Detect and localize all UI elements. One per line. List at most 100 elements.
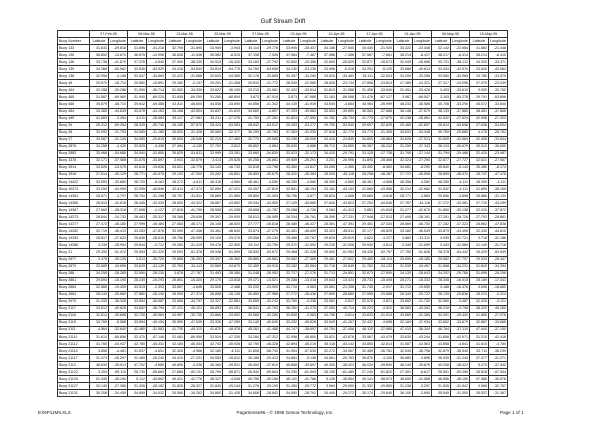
longitude-cell: -33.290 xyxy=(450,100,470,109)
latitude-cell: 27.245 xyxy=(355,368,375,377)
latitude-cell: 31.451 xyxy=(393,86,413,95)
longitude-cell: -3.297 xyxy=(412,382,432,391)
latitude-cell: 33.808 xyxy=(279,311,299,320)
latitude-cell: 26.799 xyxy=(203,368,223,377)
latitude-cell: 41.870 xyxy=(203,325,223,335)
longitude-cell: -3.121 xyxy=(488,297,508,306)
longitude-cell: -28.954 xyxy=(108,241,128,250)
latitude-cell: 33.798 xyxy=(317,311,337,320)
latitude-cell: 28.756 xyxy=(165,234,185,243)
latitude-cell: 26.195 xyxy=(317,368,337,377)
table-row: Buoy 14366 28.513 -42.618 28.445 -43.339 28.6… xyxy=(57,199,508,208)
latitude-cell: 27.162 xyxy=(431,220,451,229)
longitude-cell: -4.698 xyxy=(374,318,394,327)
latitude-cell: 34.590 xyxy=(279,389,299,398)
table-row: Buoy 21111 31.610 -66.856 32.470 -67.146 32.4… xyxy=(57,333,508,342)
buoy-number-cell: Buoy 2664 xyxy=(57,290,90,299)
latitude-cell: 33.296 xyxy=(279,135,299,144)
latitude-cell: 28.757 xyxy=(165,192,185,201)
latitude-cell: 41.775 xyxy=(355,114,375,123)
latitude-cell: 38.214 xyxy=(393,51,413,60)
latitude-cell: 32.099 xyxy=(127,185,147,194)
longitude-cell: -54.920 xyxy=(146,65,166,74)
longitude-cell: -14.996 xyxy=(146,51,166,60)
buoy-number-cell: Buoy 21 xyxy=(57,248,90,257)
latitude-cell: 36.299 xyxy=(241,128,261,137)
latitude-cell: 45.756 xyxy=(431,100,451,109)
longitude-cell: -4.568 xyxy=(374,177,394,187)
latitude-cell: 48.359 xyxy=(469,177,489,187)
longitude-cell: -31.588 xyxy=(184,72,204,81)
longitude-cell: -17.441 xyxy=(488,276,508,285)
longitude-cell: -3.324 xyxy=(488,290,508,299)
longitude-cell: -7.661 xyxy=(374,51,394,60)
longitude-cell: -27.540 xyxy=(336,44,356,53)
latitude-cell: 31.476 xyxy=(355,93,375,102)
latitude-cell: 33.769 xyxy=(89,318,109,327)
longitude-cell: -43.251 xyxy=(222,304,242,313)
latitude-cell: 37.121 xyxy=(165,304,185,313)
latitude-cell: 28.814 xyxy=(431,121,451,130)
latitude-cell: 33.561 xyxy=(317,283,337,292)
longitude-cell: -33.640 xyxy=(108,325,128,335)
longitude-cell: -32.477 xyxy=(222,128,242,137)
latitude-cell: 31.496 xyxy=(355,86,375,95)
buoy-number-cell: Buoy 2876 xyxy=(57,142,90,151)
latitude-cell: 31.880 xyxy=(469,311,489,320)
buoy-number-cell: Buoy 138 xyxy=(57,72,90,81)
longitude-cell: -34.850 xyxy=(336,142,356,151)
table-row: Buoy 45 29.970 -18.714 29.560 -19.891 29.160-… xyxy=(57,79,508,88)
latitude-cell: 33.780 xyxy=(469,72,489,81)
latitude-cell: 32.149 xyxy=(89,382,109,391)
longitude-cell: -35.730 xyxy=(184,311,204,320)
longitude-cell: -26.140 xyxy=(146,290,166,299)
table-row: Buoy 2883 33.968 -54.688 34.540 -53.850 35.82… xyxy=(57,149,508,158)
latitude-cell: 38.124 xyxy=(431,142,451,151)
latitude-cell: 28.796 xyxy=(279,192,299,201)
longitude-cell: -7.467 xyxy=(298,51,318,60)
longitude-cell: -3.227 xyxy=(374,234,394,243)
latitude-cell: 32.692 xyxy=(279,58,299,67)
latitude-cell: 35.310 xyxy=(469,142,489,151)
longitude-cell: -28.673 xyxy=(374,58,394,67)
latitude-cell: 32.171 xyxy=(89,156,109,165)
longitude-cell: -44.142 xyxy=(336,340,356,349)
latitude-cell: 29.397 xyxy=(203,213,223,222)
table-row: Buoy 27 33.987 -31.149 34.555 -29.815 35.553-… xyxy=(57,135,508,144)
longitude-cell: -26.761 xyxy=(298,213,318,222)
latitude-cell: 34.440 xyxy=(355,44,375,53)
latitude-cell: 32.669 xyxy=(203,262,223,271)
latitude-cell: 31.590 xyxy=(127,86,147,95)
latitude-cell: 32.489 xyxy=(127,354,147,363)
latitude-cell: 27.640 xyxy=(317,199,337,208)
longitude-cell: -27.767 xyxy=(184,269,204,278)
latitude-cell: 38.217 xyxy=(431,51,451,60)
latitude-cell: 28.325 xyxy=(127,121,147,130)
latitude-cell: 31.813 xyxy=(317,86,337,95)
longitude-header: Longitude xyxy=(450,37,470,46)
latitude-cell: 34.881 xyxy=(279,354,299,363)
longitude-cell: -3.922 xyxy=(374,304,394,313)
latitude-cell: 28.628 xyxy=(317,79,337,88)
longitude-cell: -8.417 xyxy=(412,51,432,60)
longitude-cell: -47.876 xyxy=(146,227,166,236)
longitude-cell: -3.814 xyxy=(336,311,356,320)
longitude-cell: -66.568 xyxy=(336,93,356,102)
longitude-cell: -28.436 xyxy=(298,290,318,299)
latitude-cell: 31.939 xyxy=(393,262,413,271)
longitude-header: Longitude xyxy=(146,37,166,46)
longitude-cell: -3.860 xyxy=(412,192,432,201)
longitude-cell: -45.928 xyxy=(222,340,242,349)
date-header: 10-Apr-95 xyxy=(317,29,356,39)
latitude-cell: 31.896 xyxy=(469,269,489,278)
date-header: 13-Mar-95 xyxy=(165,29,204,39)
latitude-cell: 39.769 xyxy=(431,128,451,137)
latitude-cell: 32.142 xyxy=(431,44,451,53)
longitude-cell: -24.096 xyxy=(450,79,470,88)
latitude-cell: 31.610 xyxy=(89,333,109,342)
latitude-cell: 41.615 xyxy=(469,340,489,349)
longitude-cell: -31.721 xyxy=(450,234,470,243)
longitude-cell: -4.438 xyxy=(146,142,166,151)
longitude-cell: -34.459 xyxy=(108,389,128,398)
longitude-cell: -4.550 xyxy=(260,177,280,187)
